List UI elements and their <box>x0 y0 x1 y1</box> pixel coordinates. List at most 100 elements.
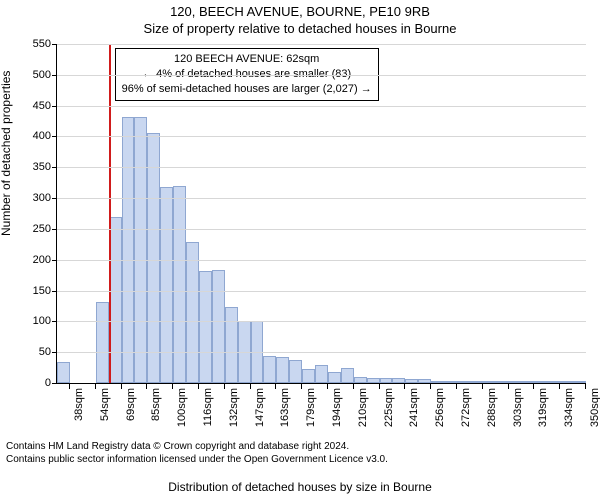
x-tick-mark <box>508 384 509 389</box>
x-tick-label: 272sqm <box>460 388 472 427</box>
grid-line <box>57 136 586 137</box>
histogram-bar <box>367 378 380 383</box>
histogram-bar <box>225 307 238 383</box>
x-tick-mark <box>146 384 147 389</box>
grid-line <box>57 75 586 76</box>
y-tick-label: 400 <box>33 130 57 142</box>
y-axis-label: Number of detached properties <box>0 71 13 236</box>
histogram-bar <box>354 377 367 383</box>
x-tick-mark <box>585 384 586 389</box>
grid-line <box>57 229 586 230</box>
x-tick-label: 163sqm <box>279 388 291 427</box>
title-line-1: 120, BEECH AVENUE, BOURNE, PE10 9RB <box>0 4 600 19</box>
histogram-bar <box>341 368 354 383</box>
x-tick-mark <box>172 384 173 389</box>
x-tick-label: 241sqm <box>408 388 420 427</box>
x-tick-mark <box>327 384 328 389</box>
histogram-bar <box>560 381 573 383</box>
grid-line <box>57 167 586 168</box>
y-tick-label: 500 <box>33 69 57 81</box>
x-tick-mark <box>559 384 560 389</box>
x-tick-label: 85sqm <box>150 388 162 421</box>
histogram-bar <box>302 369 315 383</box>
histogram-bar <box>160 187 173 383</box>
marker-line <box>109 44 111 383</box>
plot-area: 120 BEECH AVENUE: 62sqm ← 4% of detached… <box>56 44 586 384</box>
histogram-bar <box>509 381 522 383</box>
histogram-bar <box>573 381 586 383</box>
histogram-bar <box>289 360 302 383</box>
x-tick-label: 100sqm <box>176 388 188 427</box>
grid-line <box>57 321 586 322</box>
credits-line-2: Contains public sector information licen… <box>6 453 594 466</box>
y-tick-label: 50 <box>39 346 57 358</box>
histogram-bar <box>173 186 186 383</box>
y-tick-label: 550 <box>33 38 57 50</box>
histogram-bar <box>534 381 547 383</box>
histogram-bar <box>444 381 457 383</box>
grid-line <box>57 106 586 107</box>
histogram-bar <box>328 372 341 383</box>
credits: Contains HM Land Registry data © Crown c… <box>0 436 600 466</box>
x-tick-mark <box>198 384 199 389</box>
x-tick-label: 350sqm <box>589 388 600 427</box>
grid-line <box>57 291 586 292</box>
histogram-bar <box>276 357 289 383</box>
histogram-bar <box>405 379 418 383</box>
x-tick-mark <box>250 384 251 389</box>
x-tick-label: 303sqm <box>512 388 524 427</box>
x-tick-label: 256sqm <box>434 388 446 427</box>
info-line-3: 96% of semi-detached houses are larger (… <box>122 82 372 97</box>
x-tick-label: 38sqm <box>73 388 85 421</box>
x-axis-label: Distribution of detached houses by size … <box>0 480 600 494</box>
x-tick-mark <box>301 384 302 389</box>
grid-line <box>57 198 586 199</box>
y-tick-label: 450 <box>33 100 57 112</box>
histogram-bar <box>263 356 276 383</box>
histogram-bar <box>457 381 470 383</box>
histogram-bar <box>547 381 560 383</box>
x-tick-label: 319sqm <box>537 388 549 427</box>
x-tick-label: 210sqm <box>357 388 369 427</box>
histogram-bar <box>418 379 431 383</box>
x-tick-mark <box>456 384 457 389</box>
x-tick-label: 147sqm <box>254 388 266 427</box>
y-tick-label: 200 <box>33 254 57 266</box>
credits-line-1: Contains HM Land Registry data © Crown c… <box>6 440 594 453</box>
y-tick-label: 150 <box>33 285 57 297</box>
chart-titles: 120, BEECH AVENUE, BOURNE, PE10 9RB Size… <box>0 4 600 36</box>
y-tick-label: 350 <box>33 161 57 173</box>
histogram-bar <box>521 381 534 383</box>
histogram-bar <box>380 378 393 383</box>
histogram-bar <box>186 242 199 383</box>
x-tick-mark <box>275 384 276 389</box>
histogram-bar <box>96 302 109 383</box>
histogram-bar <box>470 381 483 383</box>
histogram-bar <box>134 117 147 383</box>
y-tick-label: 250 <box>33 223 57 235</box>
x-tick-mark <box>379 384 380 389</box>
x-tick-mark <box>482 384 483 389</box>
x-tick-label: 225sqm <box>383 388 395 427</box>
chart-container: Number of detached properties 120 BEECH … <box>0 36 600 436</box>
x-tick-mark <box>430 384 431 389</box>
x-tick-mark <box>404 384 405 389</box>
histogram-bar <box>392 378 405 383</box>
title-line-2: Size of property relative to detached ho… <box>0 21 600 36</box>
grid-line <box>57 44 586 45</box>
histogram-bar <box>431 381 444 383</box>
x-tick-mark <box>533 384 534 389</box>
x-tick-label: 132sqm <box>228 388 240 427</box>
histogram-bar <box>57 362 70 383</box>
x-tick-label: 69sqm <box>125 388 137 421</box>
x-tick-mark <box>353 384 354 389</box>
grid-line <box>57 260 586 261</box>
x-tick-label: 54sqm <box>99 388 111 421</box>
histogram-bar <box>212 270 225 383</box>
x-ticks-layer: 38sqm54sqm69sqm85sqm100sqm116sqm132sqm14… <box>56 384 586 436</box>
grid-line <box>57 352 586 353</box>
histogram-bar <box>147 133 160 383</box>
info-line-1: 120 BEECH AVENUE: 62sqm <box>122 52 372 67</box>
histogram-bar <box>122 117 135 383</box>
y-tick-label: 100 <box>33 315 57 327</box>
